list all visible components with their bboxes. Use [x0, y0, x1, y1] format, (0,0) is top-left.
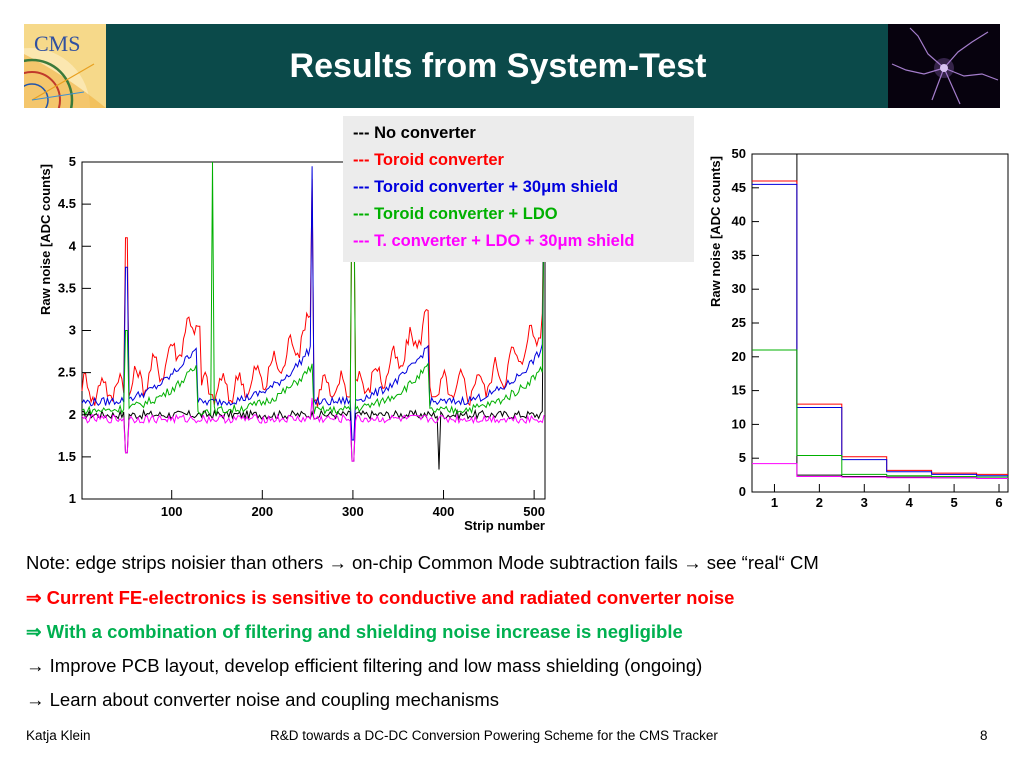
- right-x-tick-label: 1: [771, 495, 778, 510]
- note-learn-noise: → Learn about converter noise and coupli…: [26, 689, 500, 710]
- right-x-tick-label: 2: [816, 495, 823, 510]
- right-y-tick-label: 50: [732, 146, 746, 161]
- legend-item-toroid-shield: --- Toroid converter + 30μm shield: [353, 178, 619, 196]
- right-y-tick-label: 45: [732, 180, 746, 195]
- left-series-line: [81, 161, 545, 417]
- footer: Katja Klein R&D towards a DC-DC Conversi…: [0, 728, 1024, 748]
- left-x-tick-label: 400: [433, 504, 455, 519]
- left-y-tick-label: 4.5: [58, 196, 76, 211]
- legend-item-no-converter: --- No converter: [353, 124, 476, 142]
- left-x-tick-label: 100: [161, 504, 183, 519]
- legend-item-toroid-ldo: --- Toroid converter + LDO: [353, 205, 558, 223]
- right-y-tick-label: 0: [739, 484, 746, 499]
- title-bar: CMS Results from System-Test: [0, 24, 1024, 168]
- right-x-tick-label: 5: [950, 495, 957, 510]
- left-series-line: [81, 166, 545, 441]
- left-y-tick-label: 2: [69, 407, 76, 422]
- right-y-tick-label: 35: [732, 247, 746, 262]
- right-x-tick-label: 6: [995, 495, 1002, 510]
- right-y-tick-label: 25: [732, 315, 746, 330]
- left-series-line: [81, 397, 545, 462]
- right-plot-frame: [751, 153, 1009, 493]
- legend-item-toroid: --- Toroid converter: [353, 151, 504, 169]
- left-y-tick-label: 1.5: [58, 449, 76, 464]
- right-y-tick-label: 10: [732, 416, 746, 431]
- left-y-tick-label: 4: [69, 238, 77, 253]
- left-x-tick-label: 500: [523, 504, 545, 519]
- right-x-tick-label: 4: [906, 495, 914, 510]
- left-y-tick-label: 3: [69, 323, 76, 338]
- left-y-axis-label: Raw noise [ADC counts]: [38, 164, 53, 315]
- right-y-tick-label: 40: [732, 214, 746, 229]
- left-y-tick-label: 3.5: [58, 280, 76, 295]
- chart-legend: --- No converter --- Toroid converter --…: [343, 116, 694, 262]
- footer-author: Katja Klein: [26, 728, 91, 743]
- right-series-step: [752, 349, 1008, 478]
- right-y-tick-label: 30: [732, 281, 746, 296]
- right-y-tick-label: 5: [739, 450, 746, 465]
- right-y-tick-label: 20: [732, 349, 746, 364]
- plasma-globe-image: [888, 24, 1000, 108]
- footer-talk-title: R&D towards a DC-DC Conversion Powering …: [270, 728, 718, 743]
- note-filtering-shielding: ⇒ With a combination of filtering and sh…: [26, 621, 683, 642]
- left-y-tick-label: 1: [69, 491, 76, 506]
- left-y-tick-label: 2.5: [58, 365, 76, 380]
- right-y-axis-label: Raw noise [ADC counts]: [708, 156, 723, 307]
- right-series-step: [752, 463, 1008, 479]
- right-x-tick-label: 3: [861, 495, 868, 510]
- page-title: Results from System-Test: [289, 47, 707, 85]
- left-x-axis-label: Strip number: [464, 518, 545, 533]
- note-improve-pcb: → Improve PCB layout, develop efficient …: [26, 655, 703, 676]
- left-x-tick-label: 300: [342, 504, 364, 519]
- title-background: [106, 24, 890, 108]
- left-x-tick-label: 200: [251, 504, 273, 519]
- footer-page-number: 8: [980, 728, 988, 743]
- right-y-tick-label: 15: [732, 383, 746, 398]
- note-fe-sensitive: ⇒ Current FE-electronics is sensitive to…: [26, 587, 735, 608]
- left-y-tick-label: 5: [69, 154, 76, 169]
- note-edge-strips: Note: edge strips noisier than others → …: [26, 552, 819, 573]
- legend-item-toroid-ldo-shield: --- T. converter + LDO + 30μm shield: [353, 232, 635, 250]
- cms-logo-text: CMS: [34, 31, 80, 56]
- left-series-line: [81, 170, 545, 470]
